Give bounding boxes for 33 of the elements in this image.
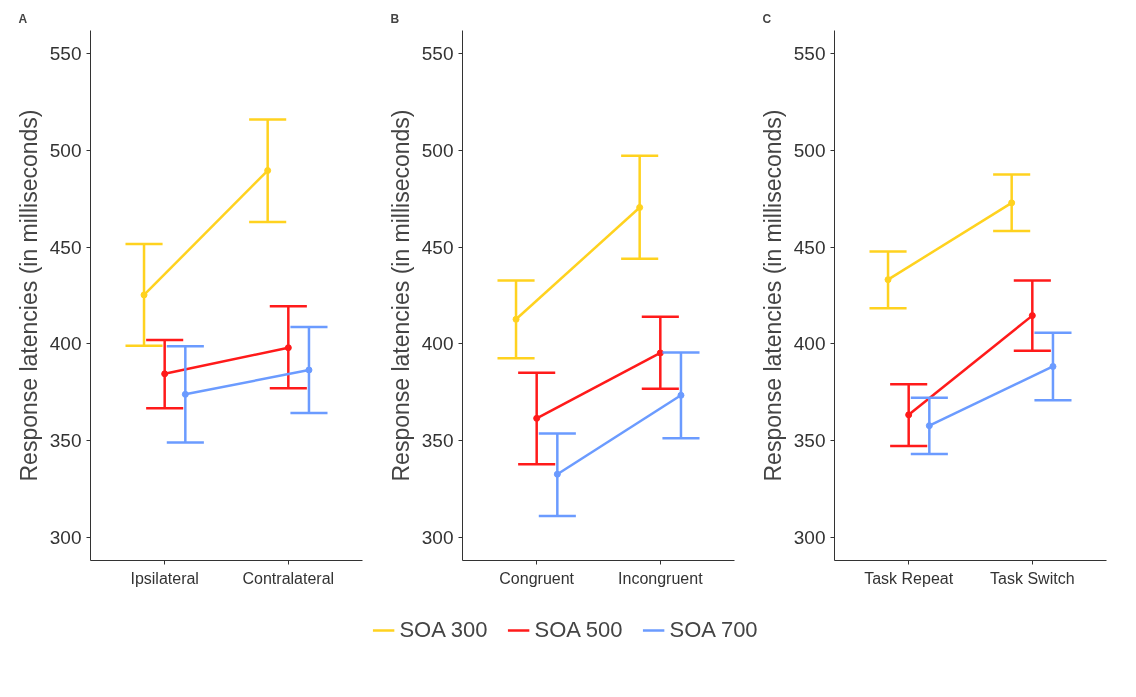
y-tick-label: 550 xyxy=(421,43,454,65)
legend-label: SOA 300 xyxy=(399,617,488,643)
y-tick-label: 550 xyxy=(793,43,826,65)
chart-title: C xyxy=(762,11,772,26)
x-tick-label: Incongruent xyxy=(618,569,704,587)
y-tick-label: 500 xyxy=(49,139,82,161)
y-axis-title: Response latencies (in milliseconds) xyxy=(15,109,42,482)
y-tick-label: 400 xyxy=(421,333,454,355)
legend-label: SOA 700 xyxy=(669,617,758,643)
y-tick-label: 350 xyxy=(49,430,82,452)
y-tick-label: 450 xyxy=(793,236,826,258)
x-tick-label: Contralateral xyxy=(242,569,335,587)
y-tick-label: 350 xyxy=(421,430,454,452)
y-tick-label: 300 xyxy=(49,526,82,548)
y-axis-title: Response latencies (in milliseconds) xyxy=(387,109,414,482)
x-tick-label: Ipsilateral xyxy=(130,569,199,587)
y-tick-label: 400 xyxy=(793,333,826,355)
legend-label: SOA 500 xyxy=(534,617,623,643)
x-tick-label: Task Switch xyxy=(990,569,1075,587)
y-tick-label: 500 xyxy=(421,139,454,161)
y-tick-label: 550 xyxy=(49,43,82,65)
y-tick-label: 300 xyxy=(421,526,454,548)
x-tick-label: Task Repeat xyxy=(864,569,954,587)
y-tick-label: 450 xyxy=(421,236,454,258)
x-tick-label: Congruent xyxy=(499,569,575,587)
chart-title: A xyxy=(18,11,28,26)
chart-title: B xyxy=(390,11,400,26)
y-tick-label: 300 xyxy=(793,526,826,548)
y-tick-label: 500 xyxy=(793,139,826,161)
y-axis-title: Response latencies (in milliseconds) xyxy=(759,109,786,482)
y-tick-label: 400 xyxy=(49,333,82,355)
y-tick-label: 350 xyxy=(793,430,826,452)
y-tick-label: 450 xyxy=(49,236,82,258)
